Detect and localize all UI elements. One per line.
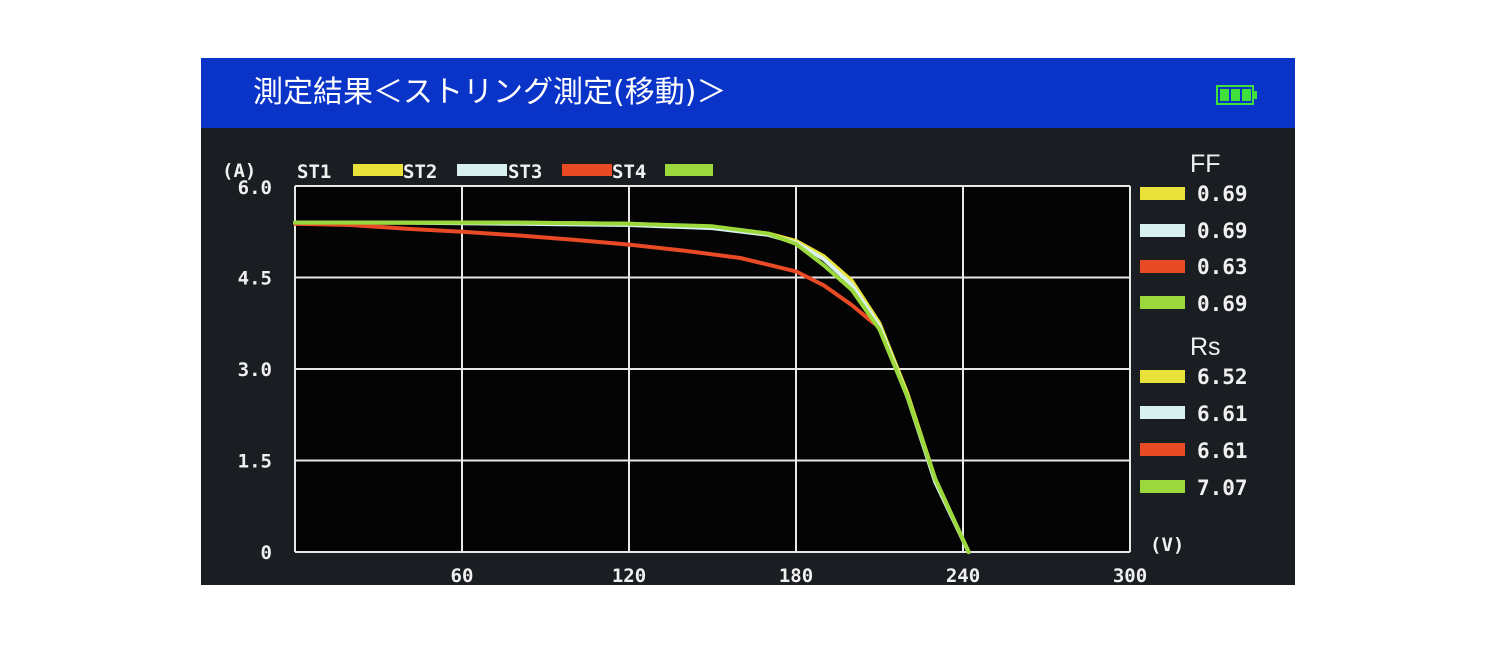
- ff-value-st1: 0.69: [1197, 182, 1248, 206]
- legend-label-st2: ST2: [403, 161, 437, 183]
- series-line-st3: [293, 221, 876, 326]
- x-tick-label: 180: [779, 565, 813, 587]
- x-tick-label: 120: [612, 565, 646, 587]
- rs-swatch-st2: [1140, 406, 1185, 419]
- y-tick-label: 6.0: [238, 177, 272, 199]
- y-tick-label: 3.0: [238, 359, 272, 381]
- legend-label-st4: ST4: [612, 161, 646, 183]
- rs-value-st3: 6.61: [1197, 439, 1248, 463]
- rs-value-st4: 7.07: [1197, 476, 1248, 500]
- legend-swatch-st1: [353, 164, 403, 176]
- ff-swatch-st4: [1140, 296, 1185, 309]
- ff-label: FF: [1190, 150, 1221, 178]
- x-axis-label: (V): [1150, 534, 1184, 556]
- legend-swatch-st4: [665, 164, 713, 176]
- y-tick-label: 1.5: [238, 451, 272, 473]
- ff-value-st4: 0.69: [1197, 292, 1248, 316]
- y-axis-label: (A): [222, 160, 256, 182]
- ff-swatch-st1: [1140, 187, 1185, 200]
- legend: ST1 ST2 ST3 ST4: [297, 161, 713, 183]
- series-line-st4: [293, 220, 971, 554]
- ff-value-st3: 0.63: [1197, 255, 1248, 279]
- y-tick-label: 4.5: [238, 268, 272, 290]
- rs-swatch-st1: [1140, 370, 1185, 383]
- legend-swatch-st3: [562, 164, 612, 176]
- rs-swatch-st3: [1140, 443, 1185, 456]
- battery-full-icon: [1216, 85, 1257, 105]
- y-tick-label: 0: [261, 542, 272, 564]
- page-title: 測定結果＜ストリング測定(移動)＞: [253, 75, 727, 110]
- ff-value-st2: 0.69: [1197, 219, 1248, 243]
- legend-label-st3: ST3: [508, 161, 542, 183]
- legend-swatch-st2: [457, 164, 507, 176]
- x-tick-label: 60: [451, 565, 474, 587]
- legend-label-st1: ST1: [297, 161, 331, 183]
- ff-swatch-st2: [1140, 224, 1185, 237]
- rs-panel: Rs 6.52 6.61 6.61 7.07: [1140, 333, 1248, 500]
- ff-swatch-st3: [1140, 260, 1185, 273]
- x-tick-label: 300: [1113, 565, 1147, 587]
- ff-panel: FF 0.69 0.69 0.63 0.69: [1140, 150, 1248, 316]
- rs-value-st1: 6.52: [1197, 365, 1248, 389]
- rs-label: Rs: [1190, 333, 1221, 361]
- rs-swatch-st4: [1140, 480, 1185, 493]
- rs-value-st2: 6.61: [1197, 402, 1248, 426]
- x-tick-label: 240: [946, 565, 980, 587]
- title-bar: 測定結果＜ストリング測定(移動)＞: [201, 58, 1295, 128]
